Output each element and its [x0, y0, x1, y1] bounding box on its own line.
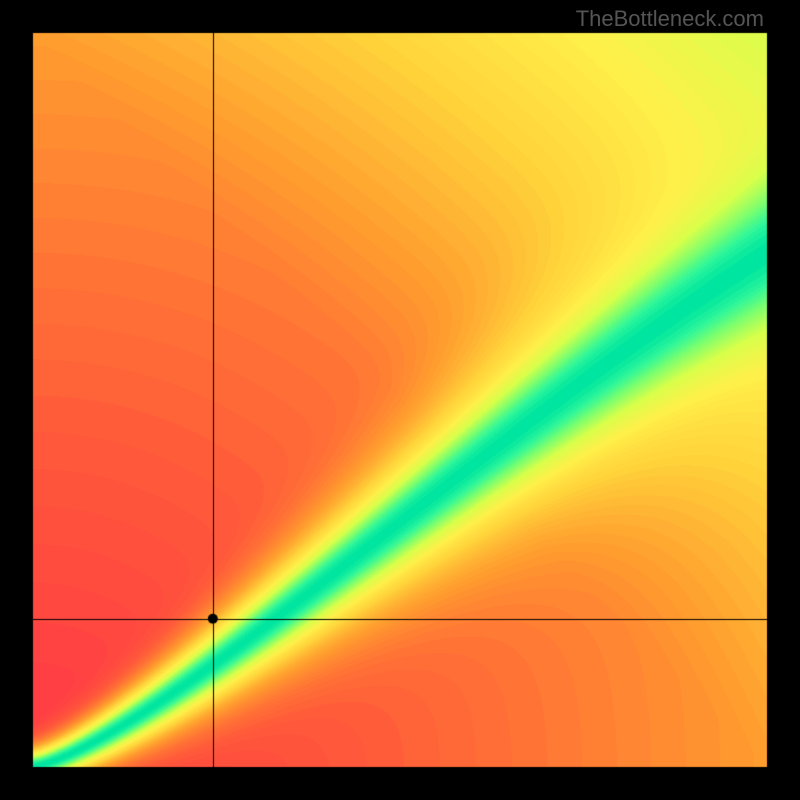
chart-container: TheBottleneck.com [0, 0, 800, 800]
watermark-text: TheBottleneck.com [576, 6, 764, 32]
bottleneck-heatmap [0, 0, 800, 800]
